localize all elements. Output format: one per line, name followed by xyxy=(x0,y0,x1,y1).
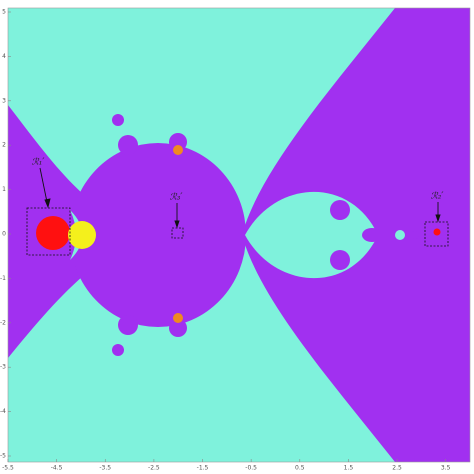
annotation: ℛ₃′ xyxy=(170,193,183,203)
plot-frame xyxy=(7,7,471,463)
x-tick-label: -5.5 xyxy=(2,465,14,472)
annotation: ℛ₁′ xyxy=(32,158,45,168)
x-tick-label: 1.5 xyxy=(344,465,354,472)
y-tick-label: -3 xyxy=(0,364,6,371)
y-tick-label: 5 xyxy=(2,9,6,16)
y-tick-label: -1 xyxy=(0,275,6,282)
x-tick-label: -4.5 xyxy=(51,465,63,472)
y-tick-label: 2 xyxy=(2,142,6,149)
x-tick-label: -3.5 xyxy=(99,465,111,472)
fractal-image xyxy=(8,8,470,462)
x-tick-label: -2.5 xyxy=(148,465,160,472)
x-tick-label: 3.5 xyxy=(441,465,451,472)
y-tick-label: -5 xyxy=(0,453,6,460)
y-tick-label: 0 xyxy=(2,231,6,238)
y-tick-label: 4 xyxy=(2,53,6,60)
y-tick-label: -4 xyxy=(0,408,6,415)
x-tick-label: -1.5 xyxy=(197,465,209,472)
annotation: ℛ₂′ xyxy=(431,192,444,202)
y-tick-label: 1 xyxy=(2,186,6,193)
y-tick-label: 3 xyxy=(2,97,6,104)
x-tick-label: 0.5 xyxy=(295,465,305,472)
y-tick-label: -2 xyxy=(0,319,6,326)
x-tick-label: -0.5 xyxy=(245,465,257,472)
x-tick-label: 2.5 xyxy=(392,465,402,472)
